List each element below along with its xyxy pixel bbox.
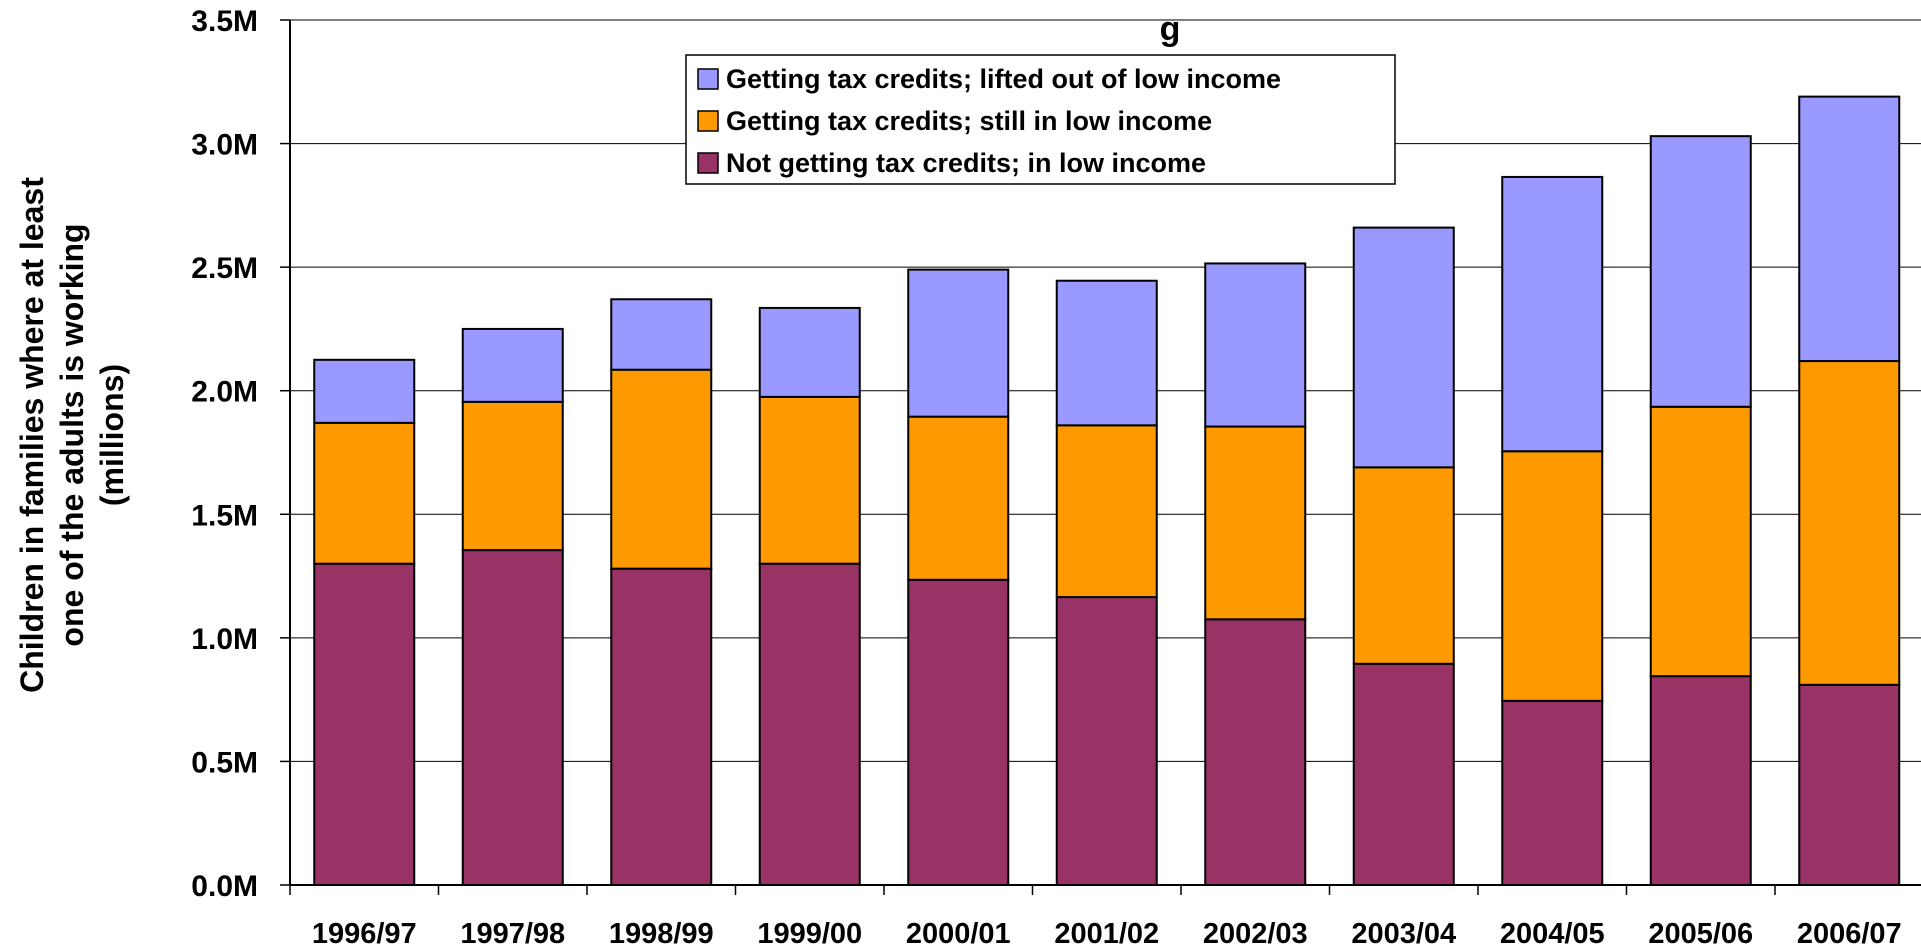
x-tick-label-2: 1998/99: [609, 918, 714, 948]
legend-box: [685, 54, 1396, 185]
bar-1997-98-series-2: [461, 327, 564, 403]
legend-swatch-2: [697, 68, 719, 90]
x-tick-label-9: 2005/06: [1648, 918, 1753, 948]
bar-2001-02-series-2: [1055, 279, 1158, 427]
bar-2005-06-series-0: [1649, 675, 1752, 887]
bar-1997-98-series-1: [461, 400, 564, 552]
x-tick-labels: 1996/97 1997/98 1998/99 1999/00 2000/01 2001/…: [312, 918, 1902, 948]
y-axis-title-line-3: (millions): [94, 364, 130, 506]
bar-1996-97-series-1: [313, 421, 416, 565]
x-tick-label-0: 1996/97: [312, 918, 417, 948]
y-tick-label-4: 2.0M: [191, 376, 258, 409]
y-axis-title: Children in families where at least one …: [14, 177, 130, 693]
bar-2002-03-series-2: [1204, 262, 1307, 428]
bar-1996-97-series-2: [313, 358, 416, 424]
chart-title-fragment: g: [1160, 10, 1181, 48]
y-tick-label-1: 0.5M: [191, 746, 258, 779]
bar-2001-02-series-0: [1055, 596, 1158, 886]
bar-2003-04-series-2: [1352, 226, 1455, 469]
bar-2002-03-series-0: [1204, 618, 1307, 886]
bars: [313, 95, 1901, 887]
bar-1999-00-series-2: [758, 306, 861, 398]
bar-2006-07-series-2: [1798, 95, 1901, 363]
y-tick-label-0: 0.0M: [191, 870, 258, 903]
bar-1998-99-series-1: [610, 368, 713, 570]
x-tick-label-5: 2001/02: [1054, 918, 1159, 948]
bar-1999-00-series-0: [758, 562, 861, 886]
bar-2004-05-series-0: [1501, 699, 1604, 887]
x-tick-label-8: 2004/05: [1500, 918, 1605, 948]
axes: [280, 19, 1921, 895]
bar-2004-05-series-1: [1501, 450, 1604, 702]
bar-2004-05-series-2: [1501, 175, 1604, 453]
legend-label-0: Not getting tax credits; in low income: [726, 148, 1206, 178]
x-tick-label-4: 2000/01: [906, 918, 1011, 948]
bar-2002-03-series-1: [1204, 425, 1307, 621]
bar-2000-01-series-0: [907, 578, 1010, 886]
y-tick-label-7: 3.5M: [191, 5, 258, 38]
y-tick-label-2: 1.0M: [191, 623, 258, 656]
x-tick-label-6: 2002/03: [1203, 918, 1308, 948]
legend-swatch-1: [697, 110, 719, 132]
bar-2003-04-series-1: [1352, 466, 1455, 665]
bar-2005-06-series-2: [1649, 135, 1752, 408]
bar-2003-04-series-0: [1352, 662, 1455, 886]
bar-2001-02-series-1: [1055, 424, 1158, 599]
y-tick-labels: 0.0M 0.5M 1.0M 1.5M 2.0M 2.5M 3.0M 3.5M: [191, 5, 258, 903]
bar-2006-07-series-1: [1798, 360, 1901, 686]
bar-2000-01-series-1: [907, 415, 1010, 581]
x-tick-label-10: 2006/07: [1797, 918, 1902, 948]
bar-2005-06-series-1: [1649, 405, 1752, 678]
y-tick-label-5: 2.5M: [191, 252, 258, 285]
legend: Getting tax credits; lifted out of low i…: [685, 54, 1396, 185]
bar-1999-00-series-1: [758, 395, 861, 565]
legend-label-2: Getting tax credits; lifted out of low i…: [726, 64, 1281, 94]
x-tick-label-3: 1999/00: [757, 918, 862, 948]
x-tick-label-1: 1997/98: [460, 918, 565, 948]
bar-2006-07-series-0: [1798, 683, 1901, 886]
y-axis-title-line-1: Children in families where at least: [14, 177, 50, 693]
bar-1998-99-series-2: [610, 298, 713, 371]
y-tick-label-6: 3.0M: [191, 129, 258, 162]
bar-2000-01-series-2: [907, 268, 1010, 418]
bar-1997-98-series-0: [461, 549, 564, 886]
bar-1998-99-series-0: [610, 567, 713, 887]
legend-label-1: Getting tax credits; still in low income: [726, 106, 1212, 136]
legend-swatch-0: [697, 152, 719, 174]
y-tick-label-3: 1.5M: [191, 499, 258, 532]
y-axis-title-line-2: one of the adults is working: [54, 223, 90, 646]
bar-1996-97-series-0: [313, 562, 416, 886]
x-tick-label-7: 2003/04: [1351, 918, 1456, 948]
